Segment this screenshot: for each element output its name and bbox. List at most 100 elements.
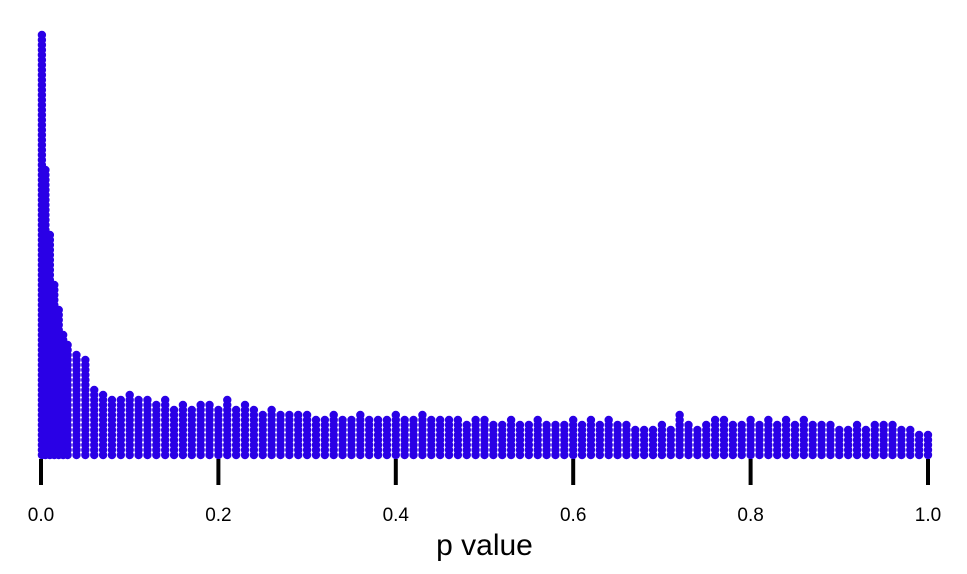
- data-point: [125, 390, 134, 400]
- data-point: [746, 415, 755, 425]
- data-point: [143, 395, 152, 405]
- data-point: [622, 420, 631, 430]
- data-point: [923, 430, 933, 440]
- data-point: [613, 420, 622, 430]
- data-point: [639, 425, 649, 435]
- data-point: [382, 415, 392, 425]
- data-point: [231, 405, 241, 415]
- data-point: [631, 425, 640, 435]
- data-point: [790, 420, 800, 430]
- data-point: [134, 395, 143, 405]
- data-point: [702, 420, 711, 430]
- data-point: [498, 420, 507, 430]
- data-point: [826, 420, 835, 430]
- data-point: [453, 415, 463, 425]
- data-point: [160, 395, 170, 405]
- data-point: [542, 420, 551, 430]
- data-point: [37, 30, 47, 40]
- x-axis: 0.0 0.2 0.4 0.6 0.8 1.0: [28, 459, 941, 526]
- data-point: [338, 415, 347, 425]
- data-point: [90, 385, 99, 395]
- data-point: [595, 420, 605, 430]
- data-point: [373, 415, 383, 425]
- data-point: [214, 405, 223, 415]
- data-point: [63, 340, 72, 350]
- data-point: [489, 420, 498, 430]
- data-point: [781, 415, 791, 425]
- data-point: [648, 425, 658, 435]
- data-point: [755, 420, 764, 430]
- data-point: [657, 420, 667, 430]
- data-point: [98, 390, 108, 400]
- data-point: [45, 230, 55, 240]
- data-point: [684, 420, 693, 430]
- data-point: [409, 415, 418, 425]
- data-point: [835, 425, 844, 435]
- data-point: [169, 405, 179, 415]
- x-tick-label: 0.2: [205, 505, 231, 526]
- data-point: [50, 280, 59, 290]
- data-point: [773, 420, 782, 430]
- data-point: [577, 420, 587, 430]
- data-point: [737, 420, 746, 430]
- data-point: [728, 420, 738, 430]
- data-point: [817, 420, 826, 430]
- data-point: [462, 420, 471, 430]
- data-point: [506, 415, 516, 425]
- data-point: [116, 395, 126, 405]
- data-point: [356, 410, 365, 420]
- data-point: [302, 410, 312, 420]
- data-point: [870, 420, 879, 430]
- data-point: [276, 410, 285, 420]
- data-point: [58, 330, 68, 340]
- data-point: [364, 415, 374, 425]
- data-point: [320, 415, 330, 425]
- x-tick-label: 0.8: [737, 505, 763, 526]
- data-point: [843, 425, 853, 435]
- data-point: [258, 410, 267, 420]
- data-point: [152, 400, 161, 410]
- data-point: [897, 425, 906, 435]
- data-point: [187, 405, 196, 415]
- data-point: [223, 395, 232, 405]
- data-point: [347, 415, 356, 425]
- data-point: [480, 415, 489, 425]
- data-point: [914, 430, 924, 440]
- data-point: [551, 420, 560, 430]
- data-point: [329, 410, 338, 420]
- data-point: [799, 415, 809, 425]
- data-point: [41, 165, 50, 175]
- data-point: [533, 415, 542, 425]
- data-point: [861, 425, 871, 435]
- data-point: [400, 415, 409, 425]
- data-point: [906, 425, 915, 435]
- data-point: [586, 415, 596, 425]
- data-point: [311, 415, 321, 425]
- data-point: [710, 415, 720, 425]
- data-point: [205, 400, 214, 410]
- data-point: [240, 400, 250, 410]
- data-point: [808, 420, 817, 430]
- data-point: [107, 395, 117, 405]
- data-point: [418, 410, 427, 420]
- data-point: [471, 415, 480, 425]
- data-point: [81, 355, 90, 365]
- data-point: [666, 425, 675, 435]
- data-point: [391, 410, 400, 420]
- data-point: [267, 405, 276, 415]
- data-point: [249, 405, 259, 415]
- data-point: [294, 410, 303, 420]
- x-tick-label: 0.6: [560, 505, 586, 526]
- data-point: [444, 415, 454, 425]
- data-point: [178, 400, 188, 410]
- data-point: [852, 420, 862, 430]
- data-point: [54, 305, 63, 315]
- x-axis-label: p value: [436, 529, 533, 562]
- x-tick-label: 1.0: [915, 505, 941, 526]
- data-point: [675, 410, 684, 420]
- data-point: [427, 415, 436, 425]
- data-point: [879, 420, 888, 430]
- x-tick-label: 0.4: [383, 505, 410, 526]
- data-point: [72, 350, 81, 360]
